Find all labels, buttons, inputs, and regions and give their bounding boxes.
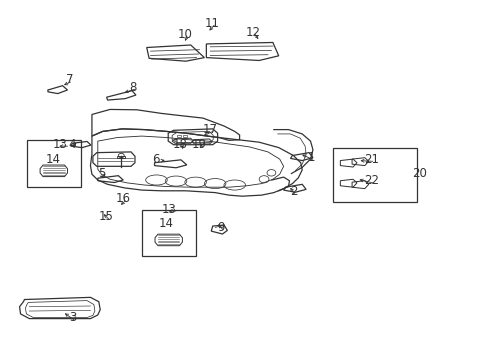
Text: 14: 14 [45, 153, 60, 166]
Text: 12: 12 [245, 26, 260, 39]
Bar [27, 140, 81, 187]
Text: 7: 7 [65, 73, 73, 86]
Text: 8: 8 [129, 81, 137, 94]
Text: 22: 22 [364, 174, 378, 187]
Text: 14: 14 [159, 217, 173, 230]
Bar [177, 135, 181, 137]
Text: 3: 3 [68, 311, 76, 324]
Text: 10: 10 [177, 28, 192, 41]
Text: 2: 2 [289, 185, 297, 198]
Text: 16: 16 [116, 192, 130, 205]
Text: 21: 21 [364, 153, 378, 166]
Text: 6: 6 [151, 153, 159, 166]
Text: 9: 9 [217, 221, 224, 234]
Bar [117, 156, 125, 158]
Bar [183, 135, 187, 137]
Bar [142, 210, 195, 256]
Text: 17: 17 [203, 123, 217, 136]
Text: 5: 5 [98, 167, 105, 180]
Text: 1: 1 [306, 151, 314, 164]
Text: 20: 20 [411, 167, 426, 180]
Text: 4: 4 [68, 138, 76, 150]
Text: 19: 19 [192, 138, 206, 151]
Text: 15: 15 [99, 210, 114, 223]
Text: 18: 18 [172, 138, 187, 151]
Text: 13: 13 [162, 203, 176, 216]
Text: 11: 11 [204, 17, 219, 30]
Bar [332, 148, 416, 202]
Text: 13: 13 [52, 138, 67, 151]
